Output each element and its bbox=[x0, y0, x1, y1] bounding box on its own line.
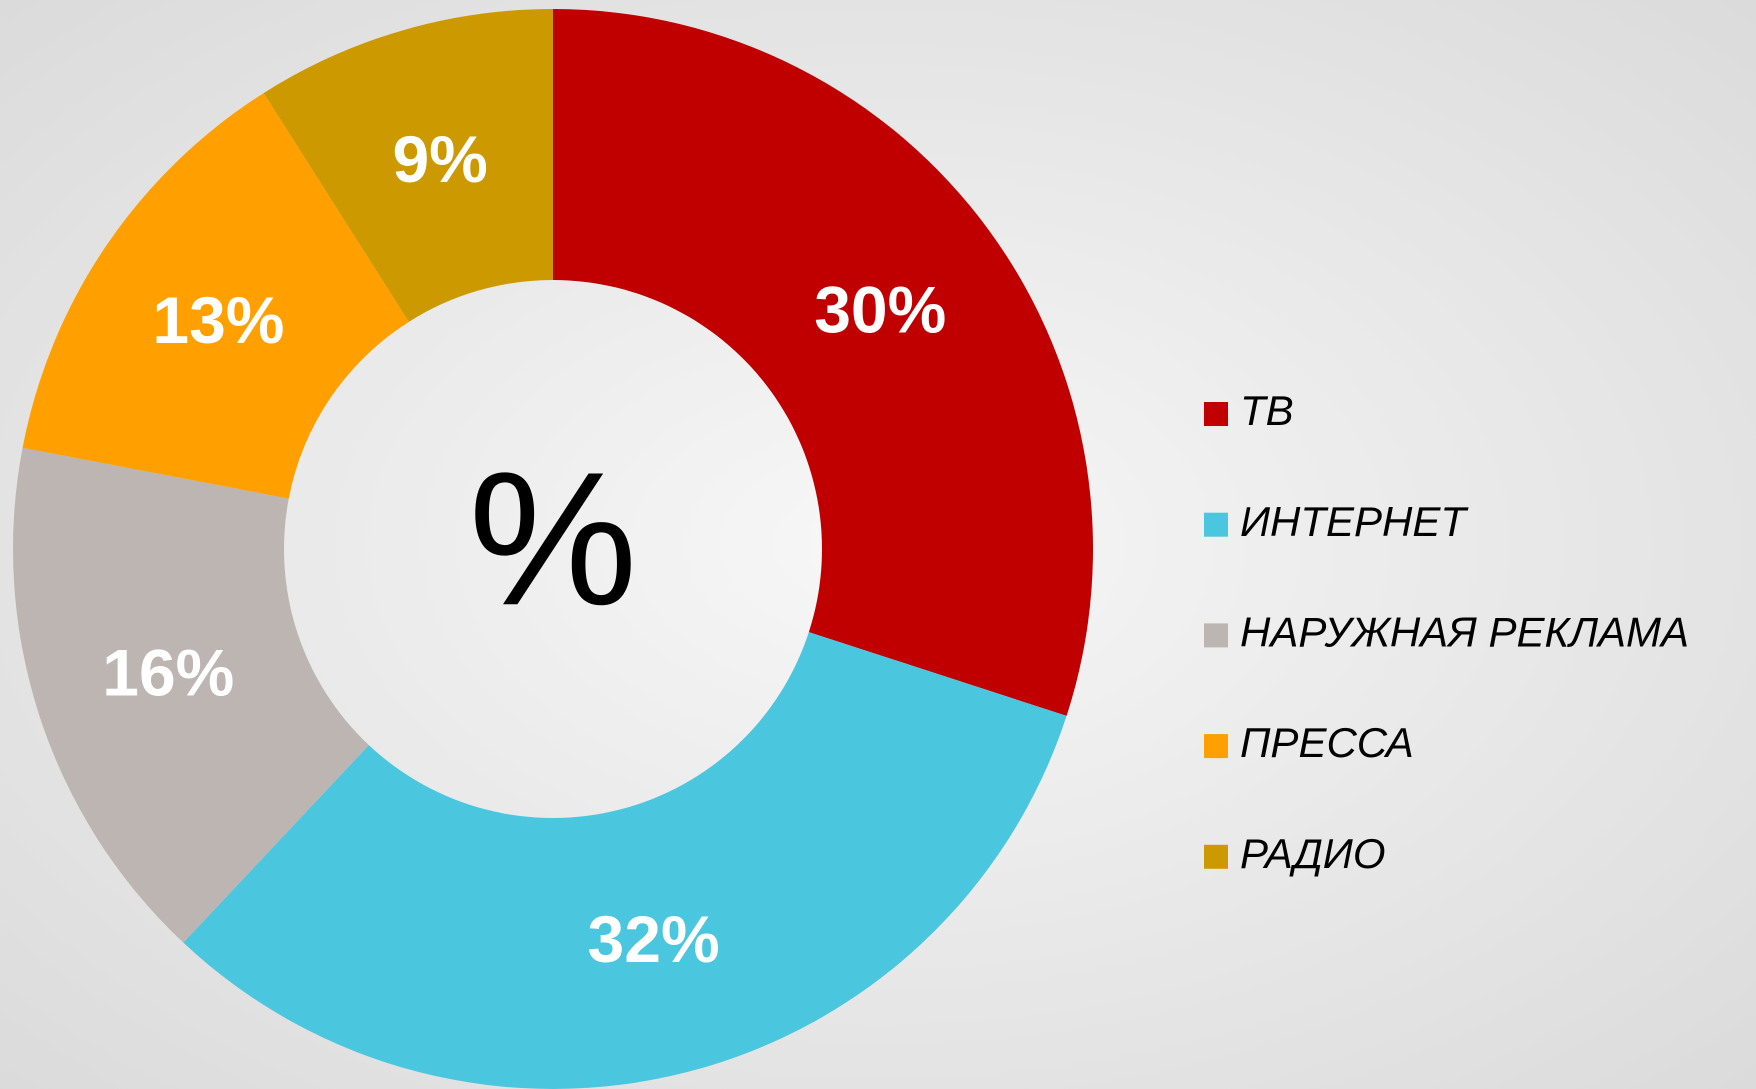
donut-segment bbox=[553, 9, 1093, 716]
center-label: % bbox=[469, 433, 638, 645]
data-label: 30% bbox=[814, 273, 946, 347]
donut-segment bbox=[22, 93, 409, 499]
data-label: 9% bbox=[392, 122, 487, 196]
donut-segment bbox=[263, 8, 553, 322]
data-label: 13% bbox=[152, 283, 284, 357]
donut-segment bbox=[183, 632, 1067, 1089]
legend-label: ТВ bbox=[1240, 387, 1294, 434]
legend-swatch bbox=[1204, 623, 1228, 648]
legend-swatch bbox=[1204, 734, 1228, 759]
legend-swatch bbox=[1204, 512, 1228, 537]
legend-swatch bbox=[1204, 402, 1228, 426]
data-label: 16% bbox=[102, 635, 234, 709]
data-label: 32% bbox=[588, 902, 720, 976]
legend-label: РАДИО bbox=[1240, 830, 1386, 877]
legend-label: НАРУЖНАЯ РЕКЛАМА bbox=[1240, 608, 1689, 655]
legend-label: ПРЕССА bbox=[1240, 719, 1414, 766]
donut-segment bbox=[13, 447, 369, 943]
legend-label: ИНТЕРНЕТ bbox=[1240, 498, 1469, 545]
legend-swatch bbox=[1204, 844, 1228, 869]
